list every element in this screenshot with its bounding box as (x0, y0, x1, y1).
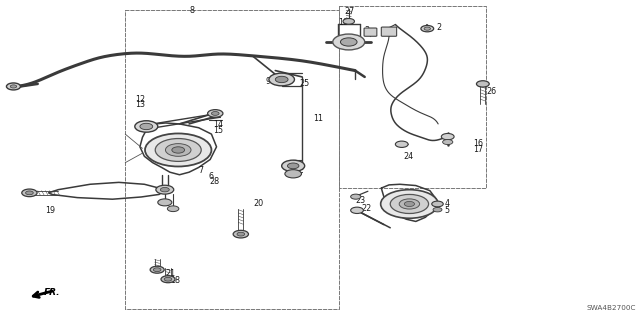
Text: FR.: FR. (44, 288, 61, 297)
Circle shape (433, 207, 442, 212)
FancyBboxPatch shape (364, 28, 377, 36)
Circle shape (135, 121, 158, 132)
Text: 21: 21 (166, 269, 175, 278)
Text: 20: 20 (253, 199, 263, 208)
Circle shape (333, 34, 365, 50)
Circle shape (211, 112, 219, 115)
FancyBboxPatch shape (381, 27, 397, 36)
Circle shape (168, 206, 179, 211)
Circle shape (381, 190, 438, 218)
Text: 16: 16 (473, 139, 483, 148)
Text: 25: 25 (300, 79, 310, 88)
Circle shape (285, 170, 301, 178)
Circle shape (161, 276, 175, 283)
Circle shape (432, 201, 444, 207)
Circle shape (287, 163, 299, 169)
Text: 11: 11 (314, 114, 324, 123)
Circle shape (351, 207, 364, 213)
Circle shape (275, 76, 288, 83)
Circle shape (166, 144, 191, 156)
Text: 26: 26 (486, 87, 496, 96)
Circle shape (145, 133, 211, 167)
Circle shape (404, 201, 415, 206)
Circle shape (161, 188, 170, 192)
Circle shape (424, 27, 431, 30)
Text: SWA4B2700C: SWA4B2700C (587, 305, 636, 311)
Circle shape (6, 83, 20, 90)
Circle shape (22, 189, 37, 197)
Text: 28: 28 (209, 177, 219, 186)
Circle shape (269, 73, 294, 86)
Text: 9: 9 (266, 77, 271, 86)
Text: 12: 12 (135, 95, 145, 104)
Circle shape (237, 232, 244, 236)
Text: 3: 3 (365, 26, 370, 35)
Text: 10: 10 (338, 18, 348, 27)
Text: 8: 8 (189, 6, 194, 15)
Circle shape (172, 147, 184, 153)
Circle shape (154, 268, 161, 271)
Circle shape (164, 277, 172, 281)
Text: 23: 23 (356, 196, 366, 205)
Circle shape (233, 230, 248, 238)
Circle shape (476, 81, 489, 87)
Circle shape (351, 194, 361, 199)
Text: 1: 1 (390, 29, 396, 38)
Circle shape (396, 141, 408, 147)
Circle shape (442, 133, 454, 140)
Text: 2: 2 (437, 23, 442, 32)
Text: 24: 24 (403, 152, 413, 161)
Text: 19: 19 (45, 206, 56, 215)
Circle shape (390, 195, 429, 213)
Circle shape (282, 160, 305, 172)
Text: 6: 6 (208, 173, 213, 182)
Text: 4: 4 (445, 199, 449, 208)
Circle shape (421, 26, 434, 32)
Text: 22: 22 (362, 204, 372, 213)
Circle shape (26, 191, 33, 195)
Text: 18: 18 (170, 276, 180, 285)
Text: 15: 15 (212, 126, 223, 135)
Text: 5: 5 (445, 206, 450, 215)
Circle shape (207, 110, 223, 117)
Circle shape (158, 199, 172, 206)
Circle shape (343, 19, 355, 24)
Text: 14: 14 (212, 120, 223, 129)
Circle shape (10, 85, 17, 88)
Circle shape (156, 185, 173, 194)
Text: 27: 27 (344, 7, 355, 16)
Circle shape (399, 199, 420, 209)
Circle shape (150, 266, 164, 273)
Circle shape (156, 138, 201, 161)
Circle shape (140, 123, 153, 130)
Text: 17: 17 (473, 145, 483, 154)
Text: 7: 7 (198, 166, 204, 175)
Circle shape (443, 139, 453, 145)
Text: 13: 13 (135, 100, 145, 109)
Circle shape (340, 38, 357, 46)
